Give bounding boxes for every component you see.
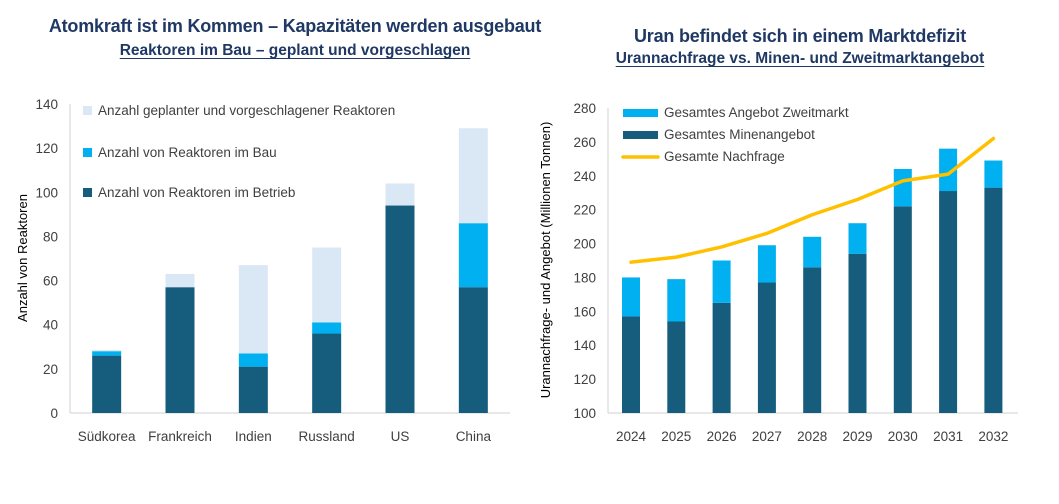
bar-segment-construction [238,353,268,367]
bar-segment-mine_supply [622,316,640,413]
y-tick-label: 240 [573,169,596,184]
left-chart-subtitle: Reaktoren im Bau – geplant und vorgeschl… [119,42,471,59]
x-tick-label: Frankreich [148,429,212,444]
bar-segment-operating [238,366,268,413]
demand-line [629,136,996,264]
legend-item: Gesamtes Angebot Zweitmarkt [623,105,849,120]
bar-segment-construction [92,351,122,356]
bar-segment-construction [312,322,342,334]
legend-label: Anzahl von Reaktoren im Bau [98,145,277,160]
bar-segment-mine_supply [939,191,958,413]
y-tick-label: 140 [573,338,596,353]
y-tick-label: 260 [573,135,596,150]
bar-segment-secondary_supply [848,223,867,254]
bar-segment-secondary_supply [622,277,640,317]
y-tick-label: 60 [43,274,58,289]
reactor-chart: 0 20 40 60 80 100 120 140 Südkorea Frankreich Ind… [15,97,510,444]
x-tick-label: Südkorea [78,429,136,444]
legend-label: Gesamtes Angebot Zweitmarkt [664,105,849,120]
y-tick-label: 280 [573,101,596,116]
bar-segment-secondary_supply [803,236,822,268]
legend-label: Anzahl geplanter und vorgeschlagener Rea… [98,103,395,118]
legend-swatch [83,148,92,157]
y-tick-label: 200 [573,237,596,252]
bar-segment-mine_supply [757,282,776,413]
bar-segment-planned [92,350,122,352]
y-tick-label: 140 [35,97,58,112]
y-tick-label: 180 [573,270,596,285]
x-tick-label: 2026 [707,429,737,444]
bar-segment-secondary_supply [939,148,958,192]
x-tick-label: 2027 [752,429,782,444]
x-tick-label: US [391,429,410,444]
bar-segment-secondary_supply [984,160,1003,188]
bar-segment-mine_supply [803,267,822,413]
left-chart-title: Atomkraft ist im Kommen – Kapazitäten we… [48,16,542,36]
bar-segment-planned [458,128,488,224]
x-tick-label: 2030 [888,429,918,444]
y-tick-label: 100 [573,406,596,421]
legend-item: Anzahl von Reaktoren im Bau [83,145,277,160]
y-tick-label: 0 [50,406,58,421]
legend-label: Gesamte Nachfrage [664,149,785,164]
bar-segment-mine_supply [667,321,686,413]
y-axis-label: Urannachfrage- und Angebot (Millionen To… [538,122,553,399]
legend-item: Gesamtes Minenangebot [623,127,815,142]
bar-segment-secondary_supply [712,260,731,303]
bar-segment-operating [92,355,122,413]
bar-segment-planned [312,247,342,323]
bar-segment-secondary_supply [893,169,912,207]
x-tick-label: 2024 [616,429,647,444]
y-tick-label: 80 [43,229,58,244]
bar-segment-operating [458,287,488,413]
legend-item: Gesamte Nachfrage [621,149,785,164]
legend-swatch [83,106,92,115]
bar-segment-construction [458,223,488,288]
legend-label: Gesamtes Minenangebot [664,127,815,142]
x-tick-label: 2031 [933,429,963,444]
x-tick-label: 2028 [797,429,827,444]
bar-segment-planned [238,265,268,354]
bar-segment-operating [165,287,195,413]
y-tick-label: 160 [573,304,596,319]
bar-segment-mine_supply [893,206,912,413]
bar-segment-planned [385,183,415,206]
legend-label: Anzahl von Reaktoren im Betrieb [98,185,295,200]
bar-segment-mine_supply [712,302,731,413]
bar-segment-operating [385,205,415,413]
bar-segment-secondary_supply [757,245,776,283]
y-tick-label: 220 [573,203,596,218]
right-chart-subtitle: Urannachfrage vs. Minen- und Zweitmarkta… [615,50,985,67]
x-tick-label: 2032 [978,429,1008,444]
right-chart-title: Uran befindet sich in einem Marktdefizit [633,26,967,46]
bar-segment-mine_supply [984,187,1003,413]
x-tick-label: Russland [299,429,355,444]
legend-item: Anzahl von Reaktoren im Betrieb [83,185,295,200]
x-tick-label: 2025 [661,429,691,444]
legend-item: Anzahl geplanter und vorgeschlagener Rea… [83,103,395,118]
x-tick-label: China [456,429,492,444]
y-tick-label: 40 [43,318,58,333]
x-tick-label: Indien [235,429,272,444]
y-tick-label: 120 [35,141,58,156]
legend-swatch [83,188,92,197]
bar-segment-planned [165,273,195,288]
legend-swatch [623,109,658,117]
bar-segment-secondary_supply [667,279,686,322]
x-tick-label: 2029 [842,429,872,444]
y-tick-label: 120 [573,372,596,387]
legend-swatch [623,131,658,139]
bar-segment-operating [312,333,342,413]
bar-segment-mine_supply [848,253,867,413]
y-tick-label: 100 [35,185,58,200]
y-axis-label: Anzahl von Reaktoren [15,194,30,322]
y-tick-label: 20 [43,362,58,377]
uranium-chart: 100 120 140 160 180 200 220 240 260 280 2024 2025 2… [538,101,1018,444]
